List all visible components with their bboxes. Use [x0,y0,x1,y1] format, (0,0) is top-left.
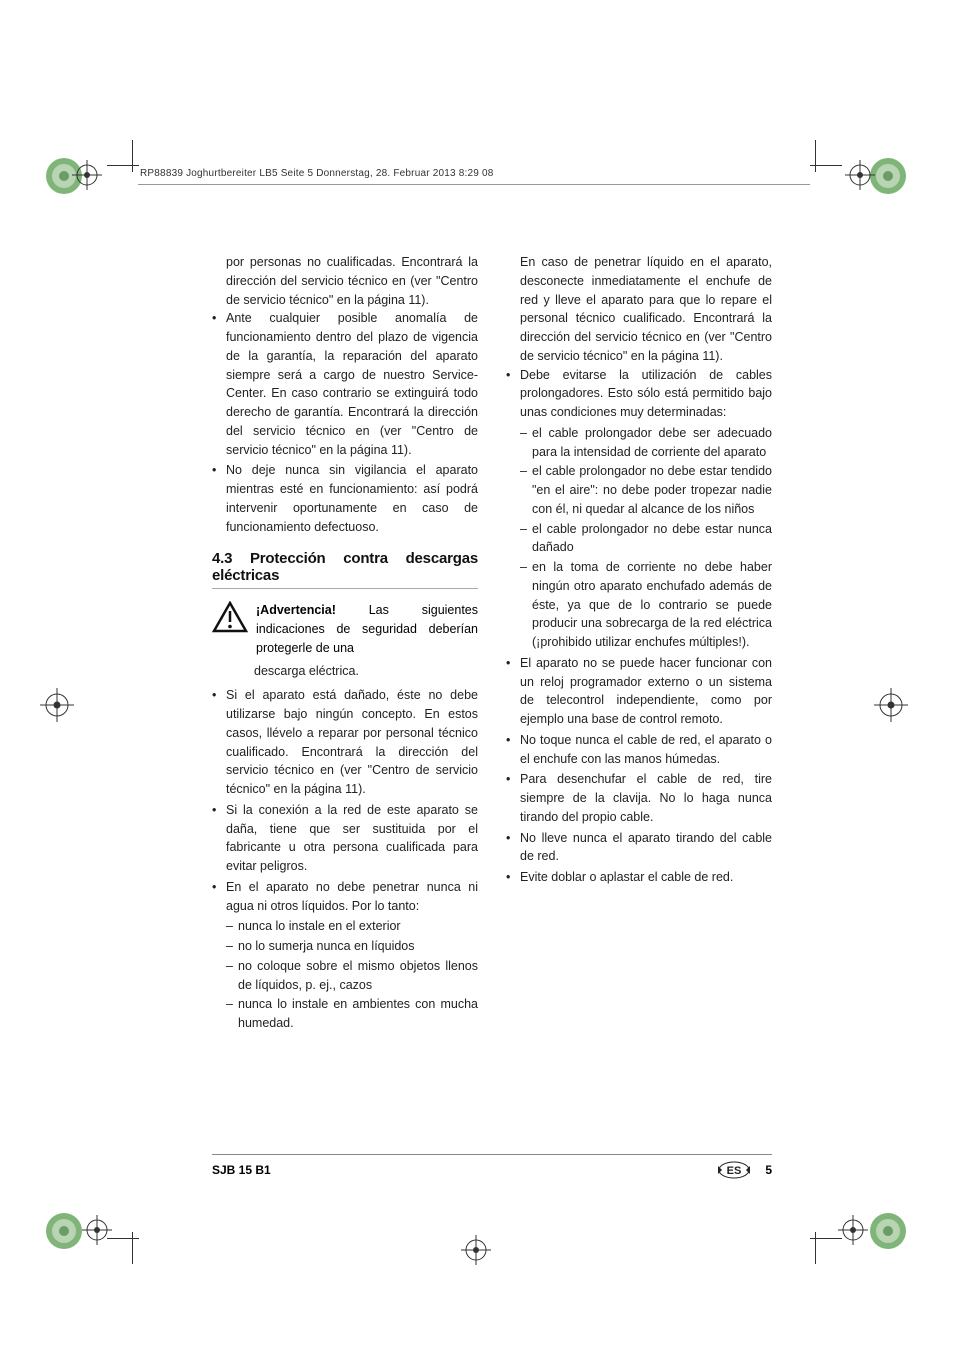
intro-para: En caso de penetrar líquido en el aparat… [520,253,772,366]
list-item: nunca lo instale en el exterior [226,917,478,936]
footer-right: ES 5 [717,1161,772,1179]
list-item: en la toma de corriente no debe haber ni… [520,558,772,652]
page-number: 5 [765,1163,772,1177]
page-footer: SJB 15 B1 ES 5 [212,1154,772,1179]
model-number: SJB 15 B1 [212,1163,271,1177]
crosshair-icon [874,688,908,722]
warning-continued: descarga eléctrica. [254,662,478,681]
footer-rule [212,1154,772,1155]
bullet-list: Si el aparato está dañado, éste no debe … [212,686,478,1033]
dash-list: nunca lo instale en el exterior no lo su… [226,917,478,1033]
list-item: Si el aparato está dañado, éste no debe … [212,686,478,799]
warning-text: ¡Advertencia! Las siguientes indicacione… [256,601,478,657]
list-item: el cable prolongador no debe estar tendi… [520,462,772,518]
section-underline [212,588,478,589]
list-item: el cable prolongador debe ser adecuado p… [520,424,772,462]
crop-line [132,1232,133,1264]
warning-box: ¡Advertencia! Las siguientes indicacione… [212,601,478,657]
list-item: el cable prolongador no debe estar nunca… [520,520,772,558]
crop-line [815,140,816,172]
list-item: No deje nunca sin vigilancia el aparato … [212,461,478,536]
crosshair-icon [461,1235,491,1265]
warning-triangle-icon [212,601,248,638]
section-heading: 4.3 Protección contra descargas eléctric… [212,550,478,584]
crop-line [132,140,133,172]
list-item-text: Debe evitarse la utilización de cables p… [520,368,772,420]
list-item: Debe evitarse la utilización de cables p… [506,366,772,652]
crosshair-icon [40,688,74,722]
list-item-text: En el aparato no debe penetrar nunca ni … [226,880,478,913]
right-column: En caso de penetrar líquido en el aparat… [506,253,772,1035]
bullet-list: Debe evitarse la utilización de cables p… [506,366,772,887]
list-item: En el aparato no debe penetrar nunca ni … [212,878,478,1033]
crop-line [107,165,139,166]
list-item: no coloque sobre el mismo objetos llenos… [226,957,478,995]
list-item: Para desenchufar el cable de red, tire s… [506,770,772,826]
list-item: No lleve nunca el aparato tirando del ca… [506,829,772,867]
crop-line [815,1232,816,1264]
file-header: RP88839 Joghurtbereiter LB5 Seite 5 Donn… [140,168,494,179]
bullet-list: Ante cualquier posible anomalía de funci… [212,309,478,536]
left-column: por personas no cualificadas. Encontrará… [212,253,478,1035]
list-item: Si la conexión a la red de este aparato … [212,801,478,876]
list-item: nunca lo instale en ambientes con mucha … [226,995,478,1033]
intro-para: por personas no cualificadas. Encontrará… [226,253,478,309]
list-item: no lo sumerja nunca en líquidos [226,937,478,956]
list-item: El aparato no se puede hacer funcionar c… [506,654,772,729]
page-body: por personas no cualificadas. Encontrará… [212,253,772,1035]
crop-line [107,1238,139,1239]
crosshair-icon [82,1215,112,1245]
crosshair-icon [838,1215,868,1245]
dash-list: el cable prolongador debe ser adecuado p… [520,424,772,652]
corner-mark-icon [867,1210,909,1252]
svg-text:ES: ES [727,1165,742,1177]
warning-bold: ¡Advertencia! [256,603,336,617]
corner-mark-icon [43,1210,85,1252]
header-rule [138,184,810,185]
footer-row: SJB 15 B1 ES 5 [212,1161,772,1179]
language-badge: ES [717,1161,751,1179]
list-item: Ante cualquier posible anomalía de funci… [212,309,478,459]
crosshair-icon [72,160,102,190]
list-item: Evite doblar o aplastar el cable de red. [506,868,772,887]
crosshair-icon [845,160,875,190]
list-item: No toque nunca el cable de red, el apara… [506,731,772,769]
